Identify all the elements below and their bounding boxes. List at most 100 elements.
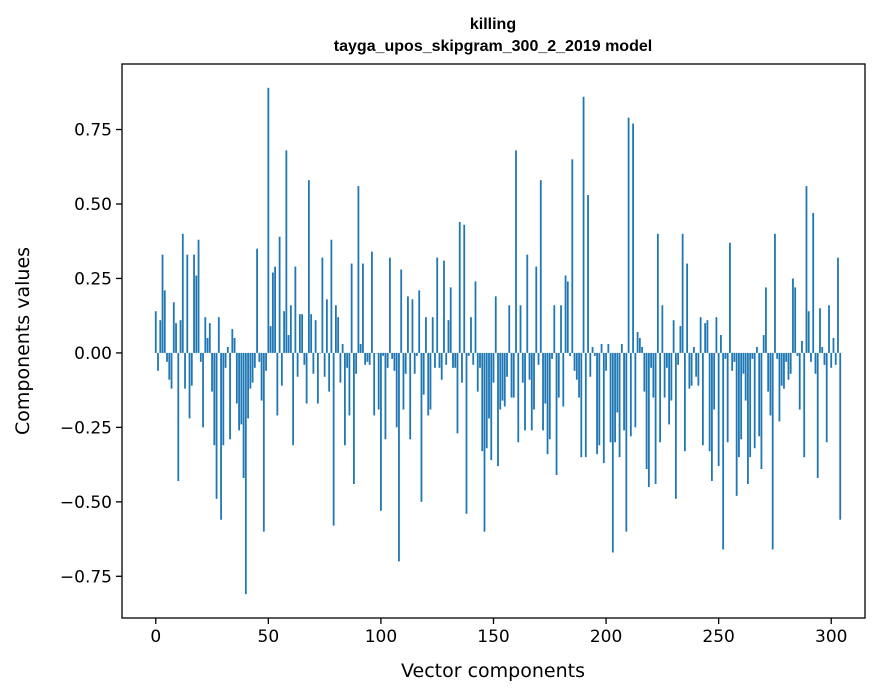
- y-tick-label: 0.25: [74, 269, 112, 289]
- bar: [199, 352, 202, 362]
- bar: [386, 352, 389, 368]
- bar: [722, 352, 725, 550]
- bar: [623, 352, 625, 431]
- bar: [382, 352, 385, 356]
- bar: [321, 257, 324, 353]
- bar: [740, 352, 743, 440]
- bar: [276, 352, 279, 416]
- bar: [391, 352, 394, 359]
- bar: [753, 352, 756, 449]
- bar: [823, 352, 826, 365]
- bar: [715, 317, 718, 353]
- bar: [733, 352, 736, 362]
- bar: [393, 352, 396, 371]
- bar: [537, 352, 540, 365]
- bar: [659, 352, 662, 443]
- bar: [337, 317, 340, 353]
- bar: [154, 311, 157, 353]
- bar: [436, 257, 439, 353]
- bar: [584, 352, 587, 458]
- bar: [796, 352, 799, 356]
- bar: [794, 287, 797, 353]
- bar: [672, 320, 675, 353]
- bar: [620, 343, 623, 353]
- bar: [573, 352, 576, 371]
- bar: [359, 343, 362, 353]
- bar: [602, 352, 605, 464]
- bar: [274, 266, 276, 353]
- bar: [767, 352, 770, 392]
- bar: [636, 332, 639, 353]
- bar: [627, 117, 630, 353]
- bar: [774, 233, 776, 353]
- bar: [289, 305, 292, 353]
- bar: [470, 317, 472, 353]
- y-tick-label: −0.75: [60, 567, 112, 587]
- x-tick-label: 250: [702, 627, 734, 647]
- bar: [544, 352, 547, 404]
- bar: [611, 352, 614, 553]
- bar: [175, 323, 177, 353]
- bar: [271, 272, 274, 353]
- bar: [249, 352, 252, 389]
- bar: [711, 352, 713, 481]
- bar: [618, 352, 621, 458]
- bar: [413, 352, 416, 374]
- bar: [362, 263, 364, 353]
- bar: [510, 352, 513, 398]
- bar: [645, 352, 648, 470]
- bar: [332, 352, 335, 526]
- bar: [569, 352, 571, 356]
- bar: [481, 352, 484, 452]
- bar: [692, 346, 695, 353]
- bars-group: [154, 87, 842, 595]
- bar: [650, 352, 653, 368]
- bar: [256, 248, 258, 353]
- bar: [184, 352, 186, 389]
- bar: [235, 352, 238, 404]
- y-axis: −0.75 −0.50 −0.25 0.00 0.25 0.50 0.75: [60, 121, 122, 587]
- bar: [357, 186, 360, 353]
- bar: [717, 352, 720, 467]
- bar: [497, 352, 499, 467]
- bar: [792, 278, 794, 353]
- bar: [422, 352, 425, 395]
- bar: [765, 287, 767, 353]
- bar: [452, 352, 454, 368]
- bar: [330, 239, 333, 353]
- bar: [704, 323, 707, 353]
- bar: [262, 352, 265, 532]
- bar: [292, 352, 295, 446]
- bar: [398, 352, 400, 562]
- bar: [578, 352, 580, 398]
- bar: [609, 352, 612, 443]
- bar: [251, 352, 254, 383]
- bar: [762, 335, 765, 353]
- bar: [438, 352, 441, 368]
- bar: [690, 352, 693, 386]
- y-tick-label: −0.50: [60, 493, 112, 513]
- bar: [724, 352, 727, 359]
- bar: [375, 352, 378, 354]
- bar: [625, 352, 628, 532]
- bar: [789, 352, 792, 374]
- bar: [539, 180, 542, 353]
- bar: [557, 352, 560, 398]
- bar: [830, 352, 833, 368]
- bar: [217, 317, 220, 353]
- bar: [560, 305, 562, 353]
- bar: [641, 346, 643, 353]
- bar: [463, 224, 466, 353]
- bar: [582, 96, 585, 353]
- bar: [528, 352, 531, 380]
- bar: [546, 352, 549, 455]
- bar: [749, 352, 752, 458]
- y-tick-label: 0.50: [74, 195, 112, 215]
- bar: [195, 275, 198, 353]
- bar: [240, 352, 243, 425]
- chart-title: killing: [470, 16, 516, 33]
- bar: [334, 305, 337, 353]
- x-tick-label: 0: [150, 627, 161, 647]
- bar: [411, 299, 414, 353]
- bar: [278, 236, 281, 353]
